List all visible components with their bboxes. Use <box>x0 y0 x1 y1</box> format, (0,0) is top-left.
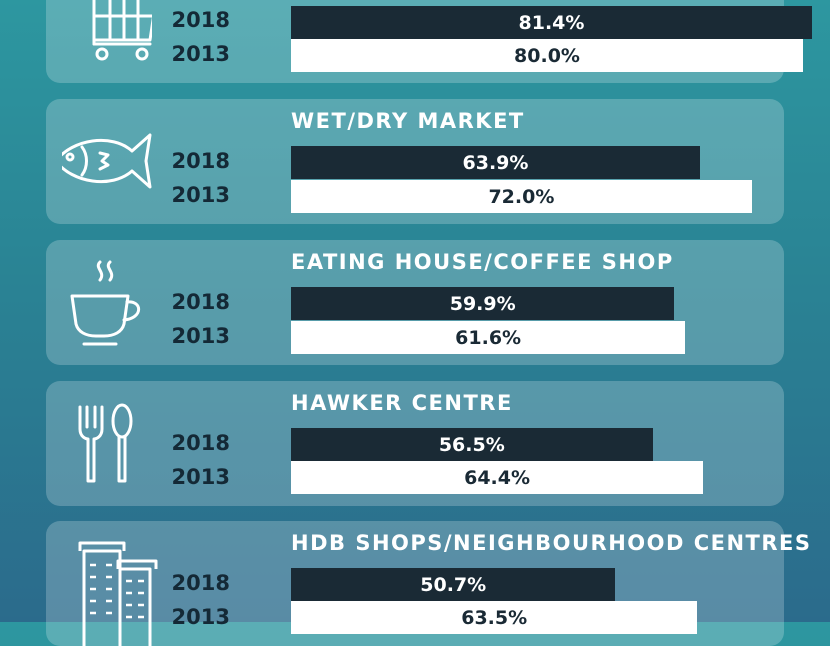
year-label-2013: 2013 <box>171 465 230 489</box>
bar-value-label: 50.7% <box>420 573 487 596</box>
bar-2013: 64.4% <box>291 461 704 494</box>
category-title: HDB SHOPS/NEIGHBOURHOOD CENTRES <box>291 531 812 555</box>
bar-value-label: 59.9% <box>449 292 516 315</box>
bar-2018: 56.5% <box>291 428 653 461</box>
bar-2018: 50.7% <box>291 568 616 601</box>
category-title: HAWKER CENTRE <box>291 391 513 415</box>
bar-2013: 63.5% <box>291 601 698 634</box>
category-panel-eating-house: EATING HOUSE/COFFEE SHOP 2018 59.9% 2013… <box>46 240 784 365</box>
bar-2018: 81.4% <box>291 6 812 39</box>
shopping-cart-icon <box>92 0 152 61</box>
year-label-2018: 2018 <box>171 149 230 173</box>
category-panel-hawker-centre: HAWKER CENTRE 2018 56.5% 2013 64.4% <box>46 381 784 506</box>
year-label-2013: 2013 <box>171 324 230 348</box>
bar-value-label: 63.5% <box>461 606 528 629</box>
year-label-2018: 2018 <box>171 571 230 595</box>
year-label-2013: 2013 <box>171 183 230 207</box>
bar-2013: 61.6% <box>291 321 686 354</box>
bar-value-label: 81.4% <box>518 11 585 34</box>
coffee-cup-icon <box>70 260 141 346</box>
bar-2013: 72.0% <box>291 180 752 213</box>
bar-value-label: 61.6% <box>455 326 522 349</box>
bar-2018: 59.9% <box>291 287 675 320</box>
category-title: EATING HOUSE/COFFEE SHOP <box>291 250 674 274</box>
bar-value-label: 64.4% <box>464 466 531 489</box>
category-panel-hdb-shops: HDB SHOPS/NEIGHBOURHOOD CENTRES 2018 50.… <box>46 521 810 646</box>
bar-value-label: 63.9% <box>462 151 529 174</box>
year-label-2018: 2018 <box>171 431 230 455</box>
year-label-2018: 2018 <box>171 8 230 32</box>
fish-icon <box>62 133 152 189</box>
fork-spoon-icon <box>78 403 133 483</box>
category-panel-wet-dry-market: WET/DRY MARKET 2018 63.9% 2013 72.0% <box>46 99 784 224</box>
bar-value-label: 56.5% <box>438 433 505 456</box>
year-label-2013: 2013 <box>171 605 230 629</box>
bar-2018: 63.9% <box>291 146 700 179</box>
bar-2013: 80.0% <box>291 39 803 72</box>
bar-value-label: 80.0% <box>514 44 580 67</box>
buildings-icon <box>78 541 158 646</box>
category-panel-supermarket: 2018 81.4% 2013 80.0% <box>46 0 812 83</box>
category-title: WET/DRY MARKET <box>291 109 525 133</box>
year-label-2013: 2013 <box>171 42 230 66</box>
year-label-2018: 2018 <box>171 290 230 314</box>
bar-value-label: 72.0% <box>488 185 555 208</box>
